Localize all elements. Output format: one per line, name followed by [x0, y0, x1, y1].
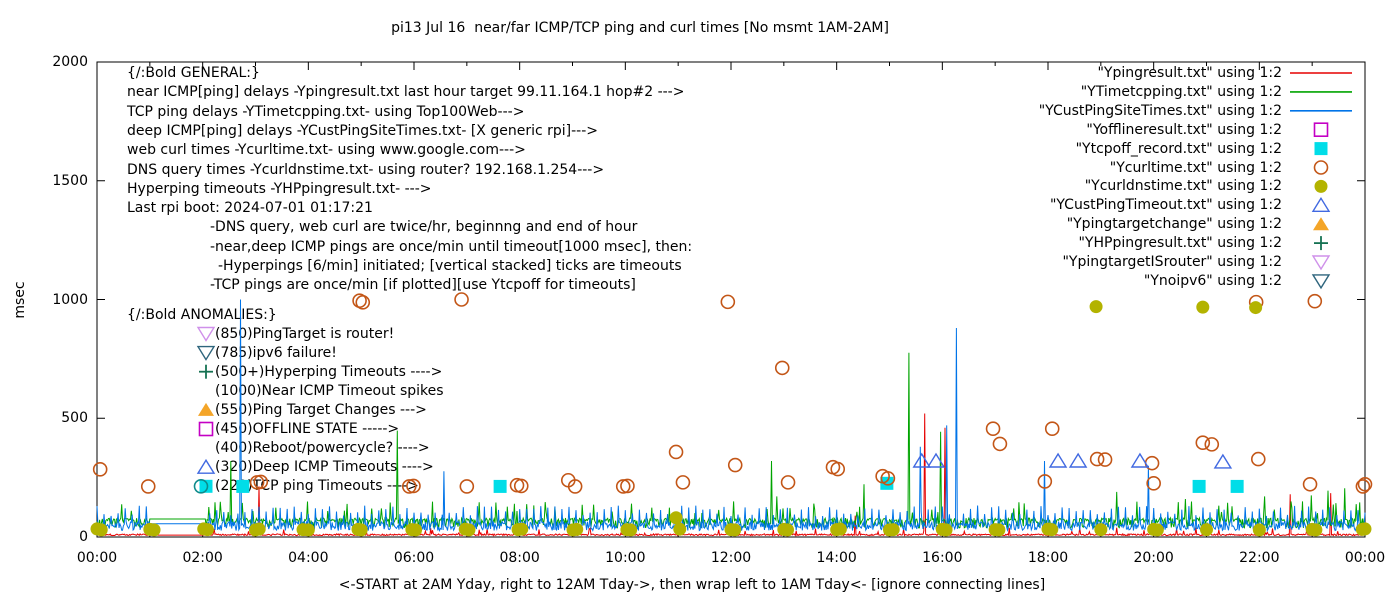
x-tick-label: 20:00	[1133, 550, 1174, 566]
x-tick-label: 06:00	[393, 550, 435, 566]
general-line: web curl times -Ycurltime.txt- using www…	[127, 142, 526, 159]
x-tick-label: 22:00	[1239, 550, 1280, 566]
legend-item: "Ypingresult.txt" using 1:2	[1097, 65, 1282, 81]
x-tick-label: 10:00	[605, 550, 646, 566]
general-line: near ICMP[ping] delays -Ypingresult.txt …	[127, 84, 685, 101]
anomaly-line: (850)PingTarget is router!	[215, 325, 395, 342]
legend-item: "Ycurldnstime.txt" using 1:2	[1084, 178, 1282, 195]
anomaly-line: (320)Deep ICMP Timeouts ---->	[215, 459, 434, 476]
legend-item: "YTimetcpping.txt" using 1:2	[1080, 83, 1282, 100]
general-line: TCP ping delays -YTimetcpping.txt- using…	[127, 103, 525, 120]
general-line: deep ICMP[ping] delays -YCustPingSiteTim…	[127, 122, 598, 139]
x-tick-label: 02:00	[182, 550, 223, 566]
legend-item: "Ycurltime.txt" using 1:2	[1109, 159, 1282, 176]
legend-item: "YCustPingTimeout.txt" using 1:2	[1049, 197, 1282, 214]
anomalies-header: {/:Bold ANOMALIES:}	[127, 307, 277, 323]
legend-item: "YHPpingresult.txt" using 1:2	[1078, 235, 1282, 252]
general-line: Hyperping timeouts -YHPpingresult.txt- -…	[127, 180, 432, 197]
x-tick-label: 12:00	[710, 550, 752, 566]
x-tick-label: 16:00	[922, 550, 963, 566]
legend-item: "Ypingtargetchange" using 1:2	[1066, 216, 1282, 233]
x-tick-label: 18:00	[1027, 550, 1069, 566]
x-tick-label: 00:00	[1344, 550, 1386, 566]
x-tick-label: 08:00	[499, 550, 540, 566]
x-tick-label: 04:00	[288, 550, 329, 566]
anomaly-line: (785)ipv6 failure!	[215, 344, 337, 361]
y-tick-label: 0	[79, 529, 88, 545]
general-line: {/:Bold GENERAL:}	[127, 65, 260, 81]
anomaly-line: (1000)Near ICMP Timeout spikes	[215, 382, 444, 399]
general-line: -near,deep ICMP pings are once/min until…	[210, 238, 693, 255]
legend-item: "YpingtargetISrouter" using 1:2	[1062, 254, 1282, 270]
x-axis-label: <-START at 2AM Yday, right to 12AM Tday-…	[338, 577, 1046, 593]
legend-item: "Ytcpoff_record.txt" using 1:2	[1075, 140, 1282, 157]
anomaly-markers	[193, 326, 216, 494]
y-tick-label: 1500	[52, 172, 88, 189]
y-tick-label: 1000	[52, 291, 88, 308]
legend-item: "Ynoipv6" using 1:2	[1143, 272, 1282, 289]
general-line: -DNS query, web curl are twice/hr, begin…	[210, 219, 638, 236]
x-tick-label: 14:00	[816, 550, 857, 566]
general-line: DNS query times -Ycurldnstime.txt- using…	[127, 161, 605, 178]
legend-swatches	[1290, 72, 1352, 290]
y-tick-label: 2000	[52, 54, 88, 70]
anomaly-line: (500+)Hyperping Timeouts ---->	[215, 363, 443, 380]
anomaly-line: (220)TCP ping Timeouts ---->	[215, 478, 419, 495]
legend-item: "YCustPingSiteTimes.txt" using 1:2	[1038, 102, 1282, 119]
general-line: -TCP pings are once/min [if plotted][use…	[210, 277, 636, 294]
anomaly-line: (400)Reboot/powercycle? ---->	[215, 440, 430, 457]
y-tick-label: 500	[61, 410, 88, 427]
x-tick-label: 00:00	[76, 550, 118, 566]
chart-title: pi13 Jul 16 near/far ICMP/TCP ping and c…	[391, 20, 889, 36]
legend-item: "Yofflineresult.txt" using 1:2	[1086, 121, 1282, 138]
general-line: -Hyperpings [6/min] initiated; [vertical…	[218, 258, 682, 274]
general-line: Last rpi boot: 2024-07-01 01:17:21	[127, 200, 373, 217]
anomaly-line: (450)OFFLINE STATE ----->	[215, 421, 400, 437]
anomaly-line: (550)Ping Target Changes --->	[215, 401, 427, 418]
scatter-ycustpingtimeout-txt	[912, 452, 1233, 469]
